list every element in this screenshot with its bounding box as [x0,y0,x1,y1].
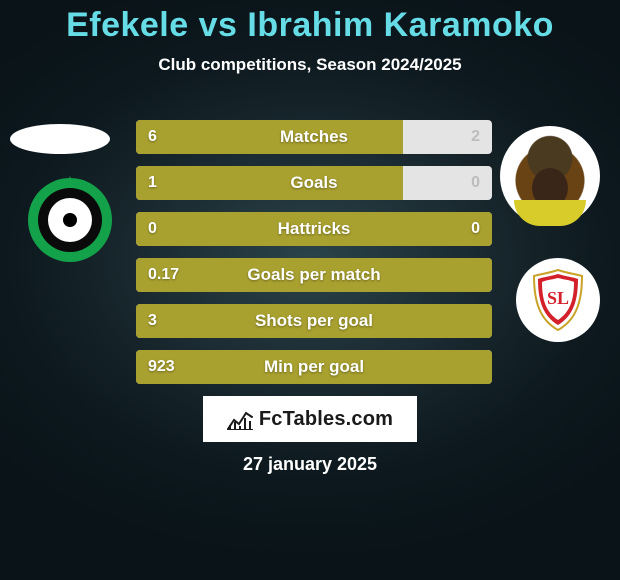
stat-row: 6Matches2 [136,120,492,154]
stat-label: Goals [136,166,492,200]
fctables-logo-icon [227,408,253,430]
branding-box: FcTables.com [203,396,417,442]
stat-row: 1Goals0 [136,166,492,200]
player-right-avatar [500,126,600,226]
card: Efekele vs Ibrahim Karamoko Club competi… [0,0,620,580]
stat-bars: 6Matches21Goals00Hattricks00.17Goals per… [136,120,492,396]
stat-value-right: 0 [471,212,480,246]
stat-label: Matches [136,120,492,154]
stat-label: Hattricks [136,212,492,246]
stat-row: 923Min per goal [136,350,492,384]
player-left-avatar [10,124,110,154]
stat-row: 0.17Goals per match [136,258,492,292]
branding-text: FcTables.com [259,408,393,431]
stat-row: 0Hattricks0 [136,212,492,246]
stat-row: 3Shots per goal [136,304,492,338]
club-left-badge [28,178,112,262]
page-title: Efekele vs Ibrahim Karamoko [0,0,620,45]
stat-value-right: 2 [471,120,480,154]
stat-label: Min per goal [136,350,492,384]
crown-icon [59,176,81,188]
stat-label: Goals per match [136,258,492,292]
page-subtitle: Club competitions, Season 2024/2025 [0,55,620,75]
stat-label: Shots per goal [136,304,492,338]
club-right-badge: SL [516,258,600,342]
svg-text:SL: SL [547,288,569,308]
stat-value-right: 0 [471,166,480,200]
date-label: 27 january 2025 [0,454,620,475]
